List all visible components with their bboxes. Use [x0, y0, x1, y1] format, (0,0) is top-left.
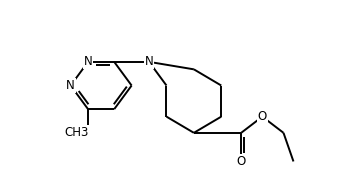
Text: CH3: CH3 [64, 126, 88, 139]
Text: N: N [84, 55, 92, 68]
Text: O: O [258, 110, 267, 123]
Text: N: N [145, 55, 153, 68]
Text: O: O [236, 155, 246, 168]
Text: N: N [66, 79, 75, 92]
